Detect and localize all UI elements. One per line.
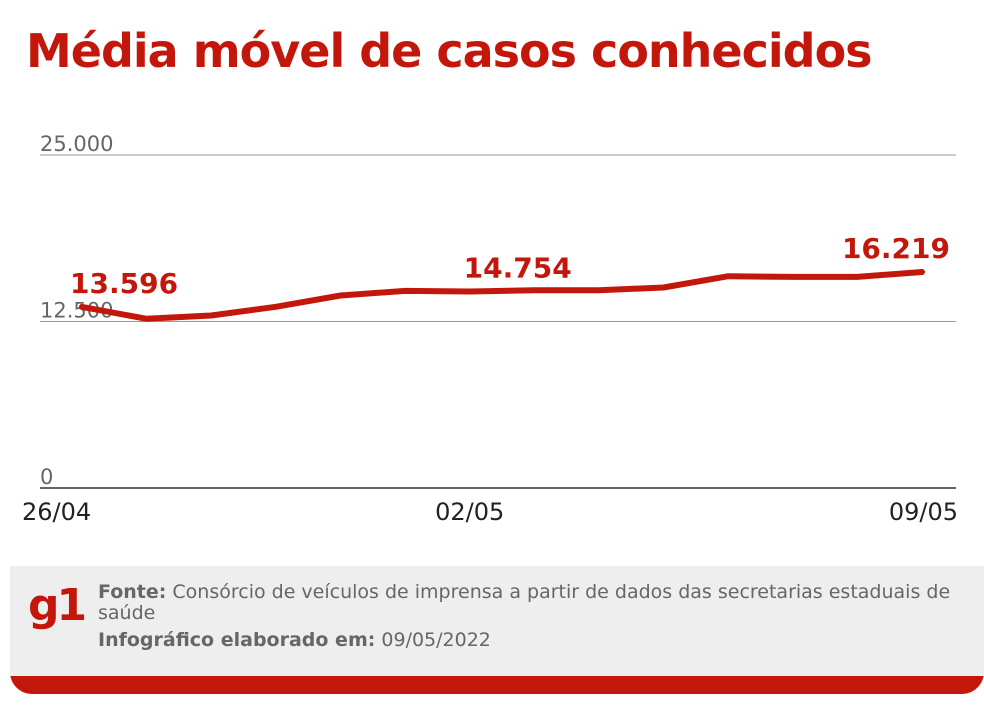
footer: g1 Fonte: Consórcio de veículos de impre… <box>10 566 984 694</box>
source-text: Consórcio de veículos de imprensa a part… <box>98 581 951 624</box>
y-tick-label: 0 <box>40 465 53 489</box>
g1-logo: g1 <box>28 580 87 631</box>
data-label: 13.596 <box>70 267 178 300</box>
x-tick-label: 02/05 <box>435 498 504 526</box>
made-line: Infográfico elaborado em: 09/05/2022 <box>98 630 958 651</box>
x-tick-label: 09/05 <box>889 498 958 526</box>
series-line <box>79 269 925 322</box>
chart-title: Média móvel de casos conhecidos <box>26 24 873 78</box>
source-label: Fonte: <box>98 581 167 603</box>
source-block: Fonte: Consórcio de veículos de imprensa… <box>98 582 958 651</box>
data-label: 14.754 <box>464 251 572 284</box>
x-tick-label: 26/04 <box>22 498 91 526</box>
made-label: Infográfico elaborado em: <box>98 629 376 651</box>
footer-bar <box>10 676 984 694</box>
y-tick-label: 25.000 <box>40 132 113 156</box>
made-date: 09/05/2022 <box>381 629 491 651</box>
source-line: Fonte: Consórcio de veículos de imprensa… <box>98 582 958 624</box>
data-label: 16.219 <box>842 232 950 265</box>
